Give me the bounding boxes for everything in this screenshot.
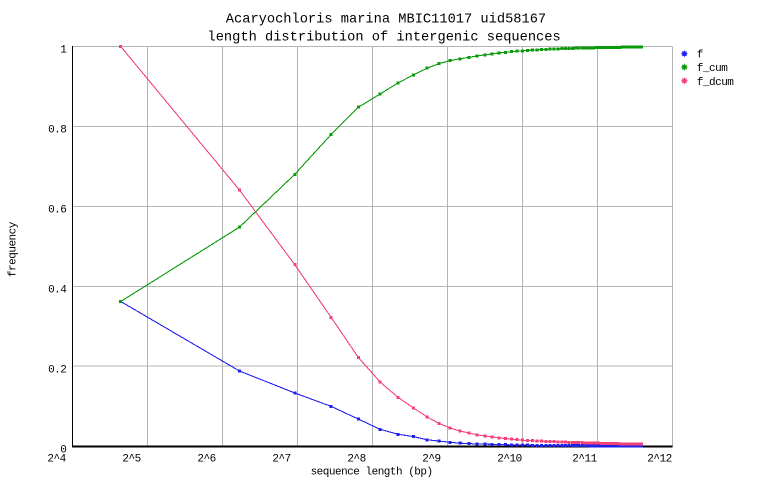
svg-text:2^12: 2^12 (647, 453, 671, 465)
svg-text:0: 0 (60, 445, 66, 457)
svg-text:length distribution of interge: length distribution of intergenic sequen… (208, 30, 561, 45)
svg-text:2^5: 2^5 (122, 453, 140, 465)
svg-text:0.6: 0.6 (48, 205, 66, 217)
svg-text:1: 1 (60, 45, 67, 57)
svg-text:2^8: 2^8 (347, 453, 365, 465)
svg-text:2^4: 2^4 (47, 453, 66, 465)
svg-text:2^7: 2^7 (272, 453, 290, 465)
svg-text:Acaryochloris marina MBIC11017: Acaryochloris marina MBIC11017 uid58167 (226, 12, 546, 27)
svg-text:sequence length (bp): sequence length (bp) (311, 466, 433, 478)
svg-text:0.8: 0.8 (48, 125, 66, 137)
svg-text:0.4: 0.4 (48, 285, 67, 297)
svg-text:2^11: 2^11 (572, 453, 597, 465)
svg-text:f_cum: f_cum (697, 63, 728, 75)
svg-text:frequency: frequency (8, 221, 20, 277)
svg-text:0.2: 0.2 (48, 365, 66, 377)
svg-text:2^9: 2^9 (422, 453, 440, 465)
svg-text:f: f (697, 50, 703, 62)
svg-text:f_dcum: f_dcum (697, 77, 735, 89)
svg-text:2^6: 2^6 (197, 453, 215, 465)
svg-text:2^10: 2^10 (497, 453, 521, 465)
